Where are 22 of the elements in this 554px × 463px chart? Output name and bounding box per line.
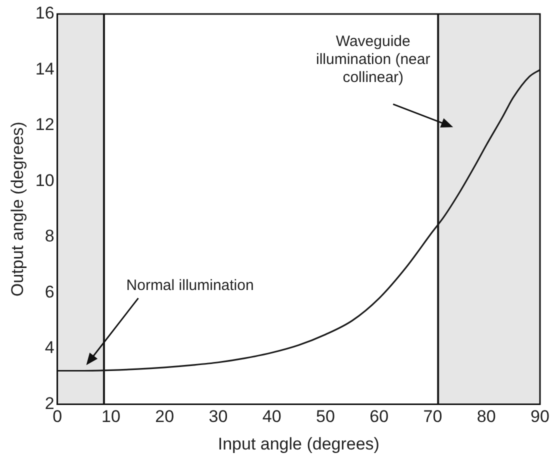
x-tick-label: 40	[262, 407, 282, 426]
x-tick-label: 70	[423, 407, 442, 426]
annotation: Waveguide illumination (near collinear)	[316, 33, 430, 86]
x-axis-title: Input angle (degrees)	[218, 434, 380, 454]
x-tick-label: 0	[52, 407, 62, 426]
y-tick-label: 10	[35, 170, 54, 190]
y-axis-title: Output angle (degrees)	[8, 122, 27, 297]
y-tick-label: 8	[44, 226, 54, 246]
y-tick-label: 6	[44, 282, 54, 302]
y-tick-label: 2	[44, 394, 54, 413]
annotation: Normal illumination	[126, 277, 254, 294]
y-tick-label: 14	[35, 59, 54, 78]
x-tick-label: 80	[476, 407, 496, 426]
y-tick-label: 16	[35, 4, 54, 23]
x-tick-label: 50	[316, 407, 335, 426]
x-tick-label: 60	[370, 407, 389, 426]
x-tick-label: 10	[101, 407, 120, 426]
x-tick-label: 90	[530, 407, 550, 426]
y-tick-label: 4	[44, 338, 54, 358]
x-tick-label: 30	[208, 407, 228, 426]
y-tick-label: 12	[35, 115, 54, 134]
x-tick-label: 20	[155, 407, 174, 426]
